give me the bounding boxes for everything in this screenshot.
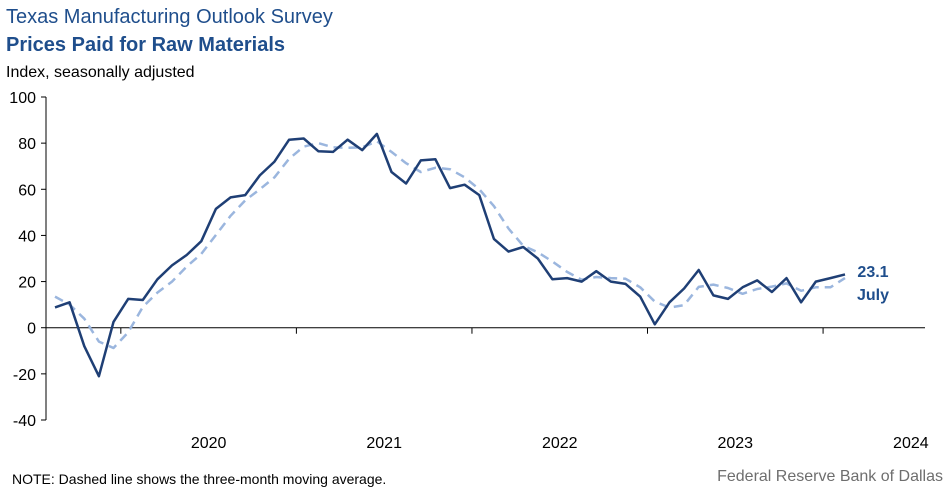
y-tick-label: -20 [13,367,36,384]
x-tick-label: 2024 [893,435,929,452]
y-tick-label: 100 [9,90,36,107]
y-tick-label: 80 [18,136,36,153]
y-axis-units: Index, seasonally adjusted [6,64,195,81]
y-tick-label: 40 [18,228,36,245]
y-tick-label: -40 [13,413,36,430]
footnote: NOTE: Dashed line shows the three-month … [12,471,387,487]
moving-average-line [54,140,846,350]
y-tick-label: 20 [18,275,36,292]
x-tick-label: 2020 [191,435,227,452]
latest-value-label: 23.1 [857,264,888,281]
source-credit: Federal Reserve Bank of Dallas [717,468,943,485]
x-tick-label: 2022 [542,435,578,452]
y-tick-label: 60 [18,182,36,199]
chart-title: Texas Manufacturing Outlook Survey [6,6,333,28]
index-line [54,132,846,378]
x-tick-label: 2021 [366,435,402,452]
chart-subtitle: Prices Paid for Raw Materials [6,34,286,56]
latest-month-label: July [857,287,889,304]
y-tick-label: 0 [27,321,36,338]
x-tick-label: 2023 [717,435,753,452]
